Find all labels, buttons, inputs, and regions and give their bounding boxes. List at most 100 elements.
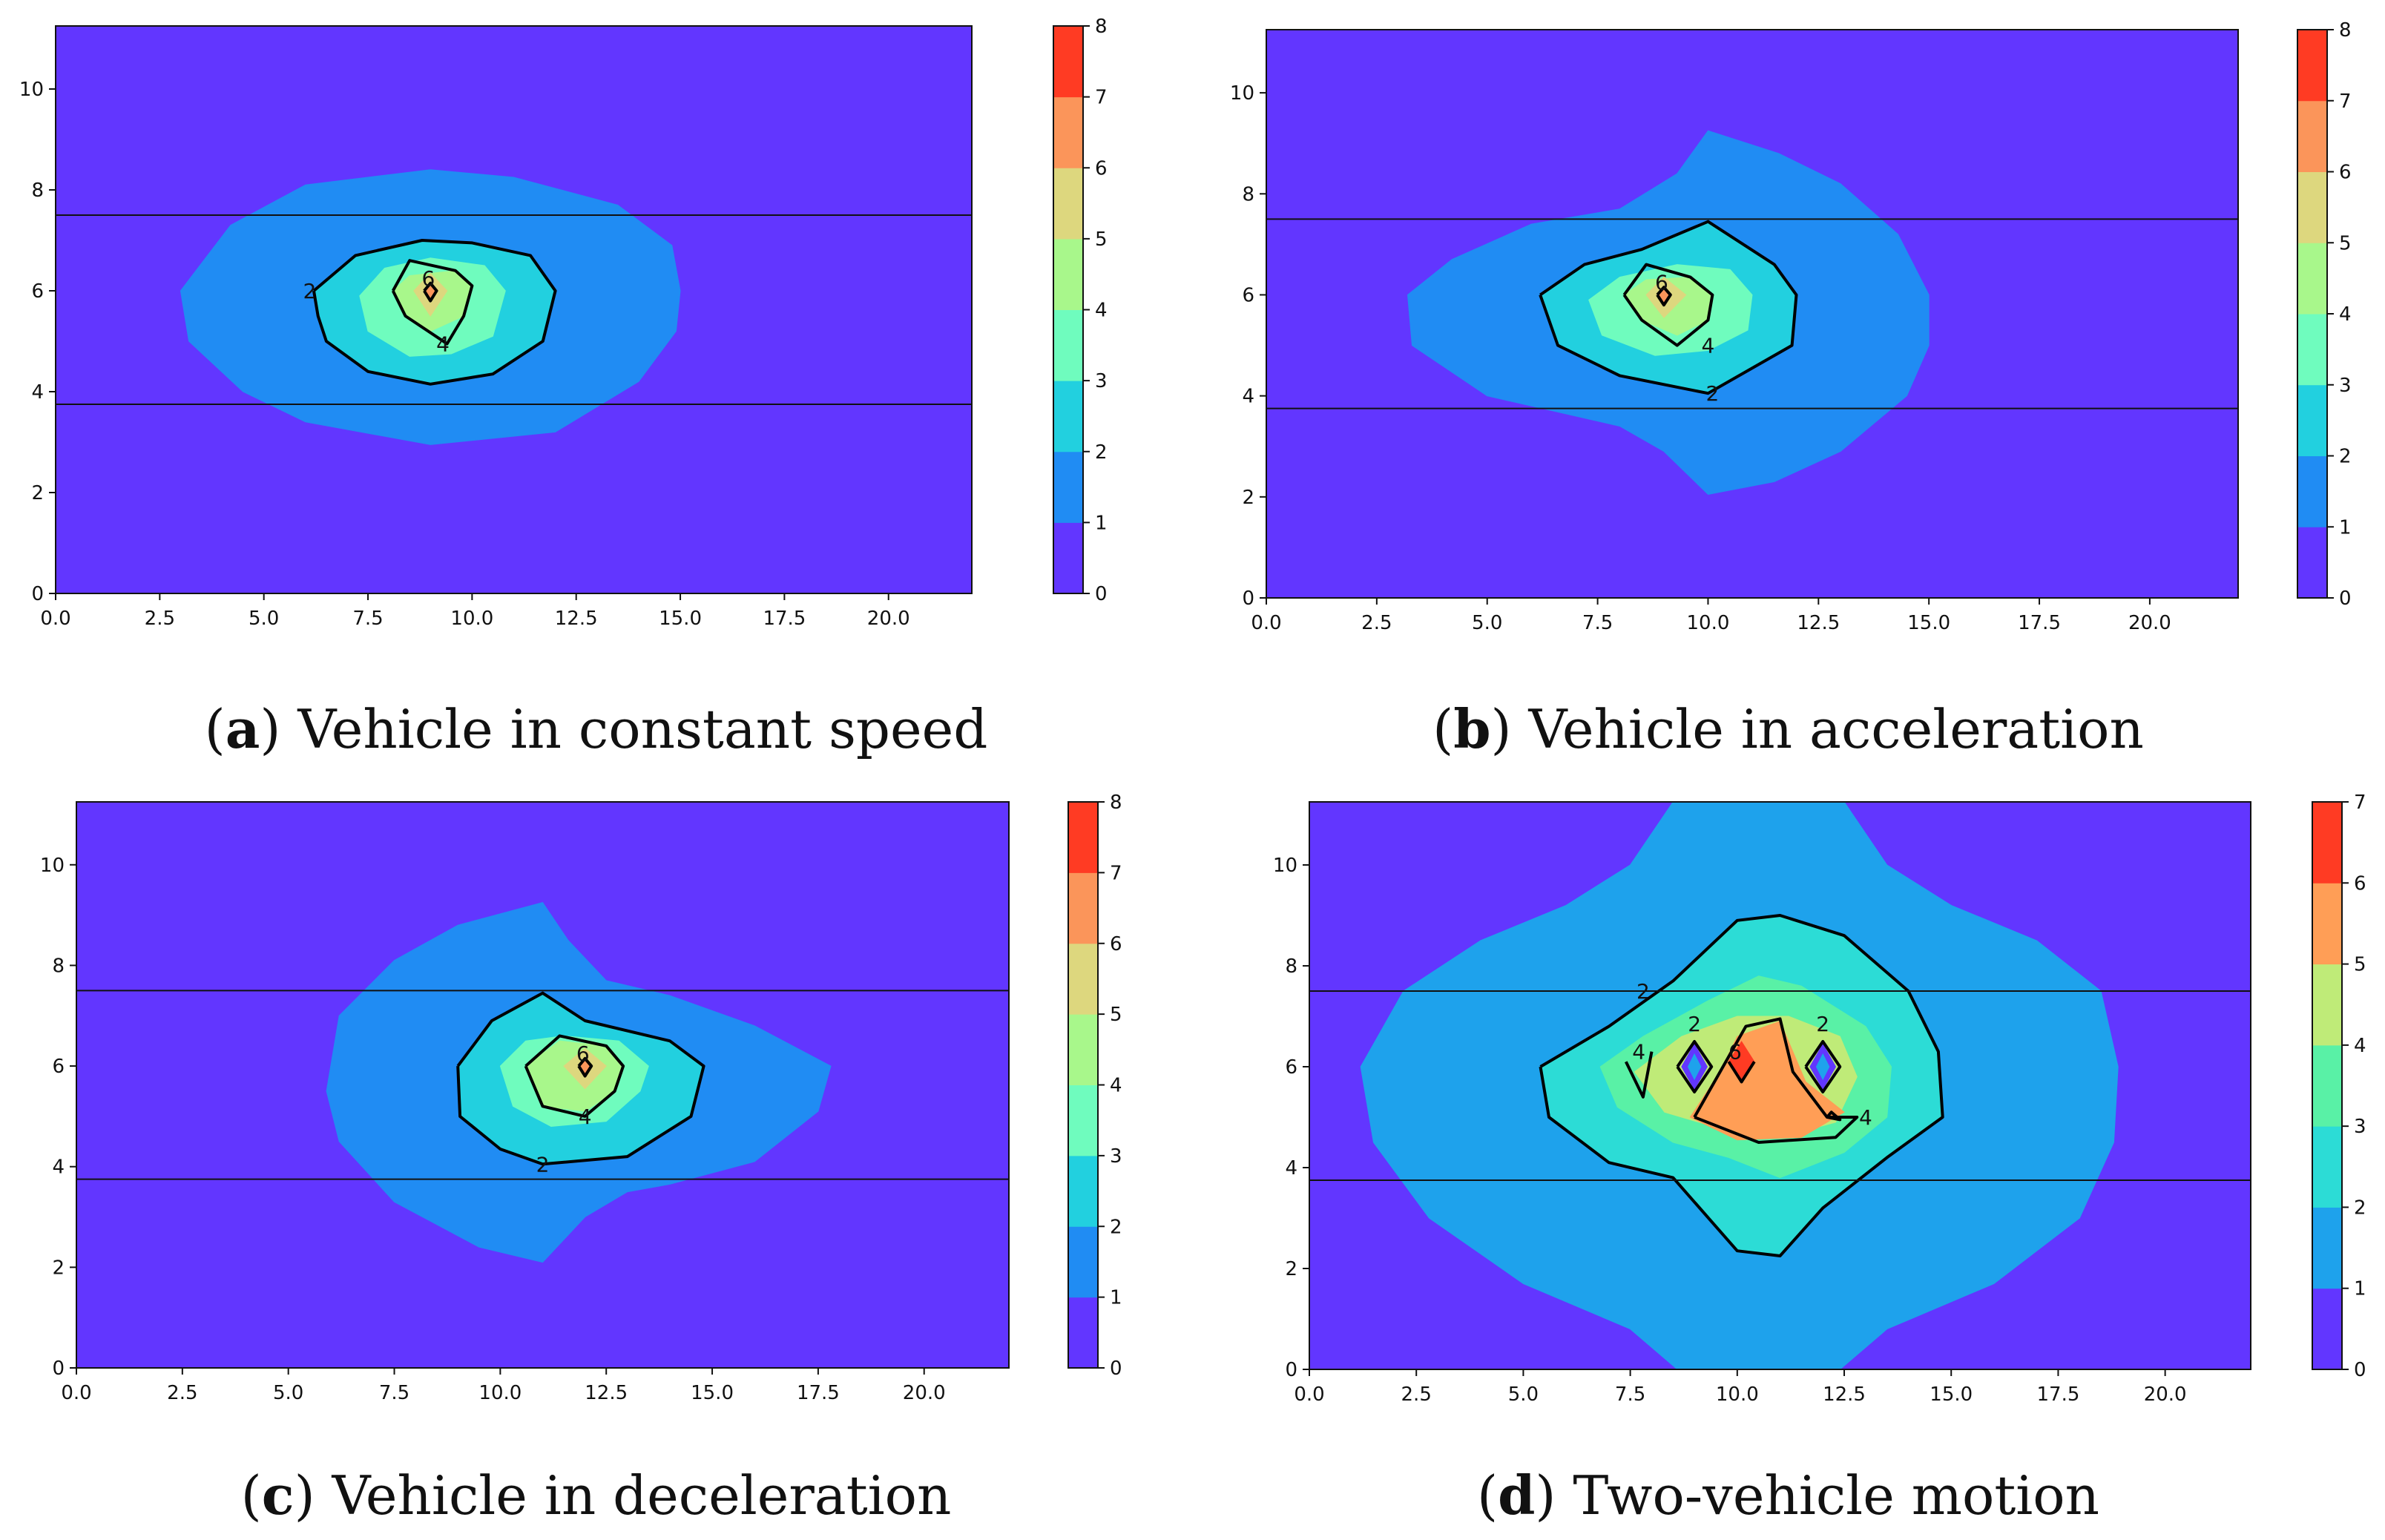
colorbar-tick-label: 5 xyxy=(2339,232,2352,254)
x-tick-label: 10.0 xyxy=(478,1382,522,1404)
y-tick-label: 6 xyxy=(1242,284,1254,306)
x-tick-label: 12.5 xyxy=(555,608,598,630)
contour-label: 2 xyxy=(1816,1012,1829,1036)
x-tick-label: 0.0 xyxy=(1251,612,1281,634)
colorbar-segment xyxy=(1068,1226,1098,1298)
contour-line-level-2 xyxy=(1539,220,1798,395)
colorbar-segment xyxy=(1053,381,1083,453)
colorbar-segment xyxy=(1053,238,1083,310)
colorbar-tick-label: 2 xyxy=(1095,441,1108,464)
x-tick-label: 17.5 xyxy=(2036,1383,2079,1406)
x-tick-label: 0.0 xyxy=(1294,1383,1324,1406)
colorbar-tick-label: 2 xyxy=(1110,1216,1122,1238)
colorbar-tick-label: 7 xyxy=(2354,792,2366,814)
colorbar-tick-label: 4 xyxy=(2339,303,2352,326)
caption-text-a: Vehicle in constant speed xyxy=(297,698,988,760)
y-tick-label: 4 xyxy=(31,381,44,404)
x-tick-label: 5.0 xyxy=(249,608,279,630)
colorbar-segment xyxy=(1068,1155,1098,1227)
contour-line-level-6 xyxy=(1727,1061,1756,1084)
x-tick-label: 20.0 xyxy=(2128,612,2171,634)
colorbar-tick-label: 1 xyxy=(1095,512,1108,534)
caption-c: (c) Vehicle in deceleration xyxy=(240,1464,952,1527)
caption-letter-b: b xyxy=(1453,697,1491,760)
colorbar-tick-label: 7 xyxy=(1110,862,1122,884)
contour-label: 6 xyxy=(1728,1040,1742,1064)
x-tick-label: 10.0 xyxy=(450,608,493,630)
x-tick-label: 17.5 xyxy=(763,608,806,630)
x-tick-label: 7.5 xyxy=(1615,1383,1645,1406)
colorbar-segment xyxy=(2312,1126,2342,1208)
contour-label: 4 xyxy=(436,332,450,356)
colorbar-tick-label: 0 xyxy=(2354,1359,2366,1381)
plot-frame xyxy=(1309,801,2251,1370)
colorbar-segment xyxy=(2297,314,2327,386)
y-tick-label: 6 xyxy=(31,280,44,303)
colorbar-segment xyxy=(2312,964,2342,1046)
contour-line-level-6 xyxy=(577,1056,593,1078)
contour-layer xyxy=(326,902,832,1263)
plot-frame xyxy=(1266,29,2239,599)
x-tick-label: 7.5 xyxy=(352,608,383,630)
y-tick-label: 4 xyxy=(1285,1157,1297,1179)
panel-b: 2 4 6 0.0 2.5 5.0 7.5 10.0 12.5 15.0 17.5 20.0 0 2 4 6 8… xyxy=(1192,0,2384,770)
colorbar-tick-label: 3 xyxy=(2339,375,2352,397)
colorbar-tick-label: 4 xyxy=(1095,300,1108,322)
y-tick-label: 4 xyxy=(1242,386,1254,408)
x-tick-label: 0.0 xyxy=(61,1382,91,1404)
colorbar-tick-label: 3 xyxy=(2354,1116,2366,1138)
panel-d: 2 2 2 4 4 6 0.0 2.5 5.0 7.5 10.0 12.5 15.0 17.5 20.0 0 2… xyxy=(1192,770,2384,1540)
contour-label: 2 xyxy=(303,279,317,303)
colorbar-tick-label: 8 xyxy=(2339,19,2352,42)
y-tick-label: 8 xyxy=(1242,183,1254,205)
contour-region-level-1 xyxy=(1687,1053,1702,1081)
colorbar-tick-label: 6 xyxy=(1110,933,1122,955)
colorbar-tick-label: 0 xyxy=(1095,583,1108,605)
colorbar-segment xyxy=(1068,1085,1098,1156)
contour-line-level-6 xyxy=(1656,286,1672,307)
plot-frame xyxy=(55,25,973,594)
contour-line-level-2 xyxy=(1804,1040,1842,1093)
x-tick-label: 20.0 xyxy=(867,608,910,630)
colorbar-tick-label: 6 xyxy=(2339,162,2352,184)
x-tick-label: 17.5 xyxy=(797,1382,840,1404)
x-tick-label: 2.5 xyxy=(1361,612,1392,634)
x-tick-label: 12.5 xyxy=(1797,612,1840,634)
colorbar-segment xyxy=(2297,30,2327,102)
colorbar-segment xyxy=(2297,243,2327,315)
contour-line-level-6 xyxy=(1826,1110,1842,1122)
colorbar-tick-label: 1 xyxy=(1110,1287,1122,1309)
contour-label: 6 xyxy=(576,1042,590,1066)
colorbar-segment xyxy=(2312,1044,2342,1127)
x-tick-label: 15.0 xyxy=(1930,1383,1973,1406)
contour-line-level-4 xyxy=(524,1034,625,1118)
colorbar-tick-label: 1 xyxy=(2339,516,2352,539)
y-tick-label: 10 xyxy=(1230,82,1254,105)
colorbar-tick-label: 7 xyxy=(1095,87,1108,109)
colorbar-segment xyxy=(1068,872,1098,944)
contour-label: 2 xyxy=(1636,979,1650,1004)
caption-letter-a: a xyxy=(225,697,260,760)
y-tick-label: 10 xyxy=(19,79,44,101)
colorbar-tick-label: 6 xyxy=(1095,157,1108,180)
y-tick-label: 8 xyxy=(31,180,44,202)
contour-line-level-2 xyxy=(312,239,557,386)
y-tick-label: 4 xyxy=(52,1156,65,1179)
x-tick-label: 10.0 xyxy=(1687,612,1730,634)
y-tick-label: 8 xyxy=(52,955,65,977)
contour-label: 2 xyxy=(1688,1012,1701,1036)
colorbar-segment xyxy=(1053,168,1083,240)
y-tick-label: 0 xyxy=(31,583,44,605)
colorbar-segment xyxy=(2297,527,2327,599)
contour-region-level-1 xyxy=(1815,1053,1830,1081)
caption-a: (a) Vehicle in constant speed xyxy=(204,697,988,760)
contour-line-level-4 xyxy=(1625,1051,1654,1099)
x-tick-label: 5.0 xyxy=(273,1382,303,1404)
y-tick-label: 0 xyxy=(1242,588,1254,610)
colorbar-segment xyxy=(1053,309,1083,381)
y-tick-label: 0 xyxy=(1285,1359,1297,1381)
colorbar-tick-label: 2 xyxy=(2339,446,2352,468)
x-tick-label: 17.5 xyxy=(2018,612,2061,634)
x-tick-label: 12.5 xyxy=(1823,1383,1866,1406)
caption-text-c: Vehicle in deceleration xyxy=(332,1464,952,1527)
